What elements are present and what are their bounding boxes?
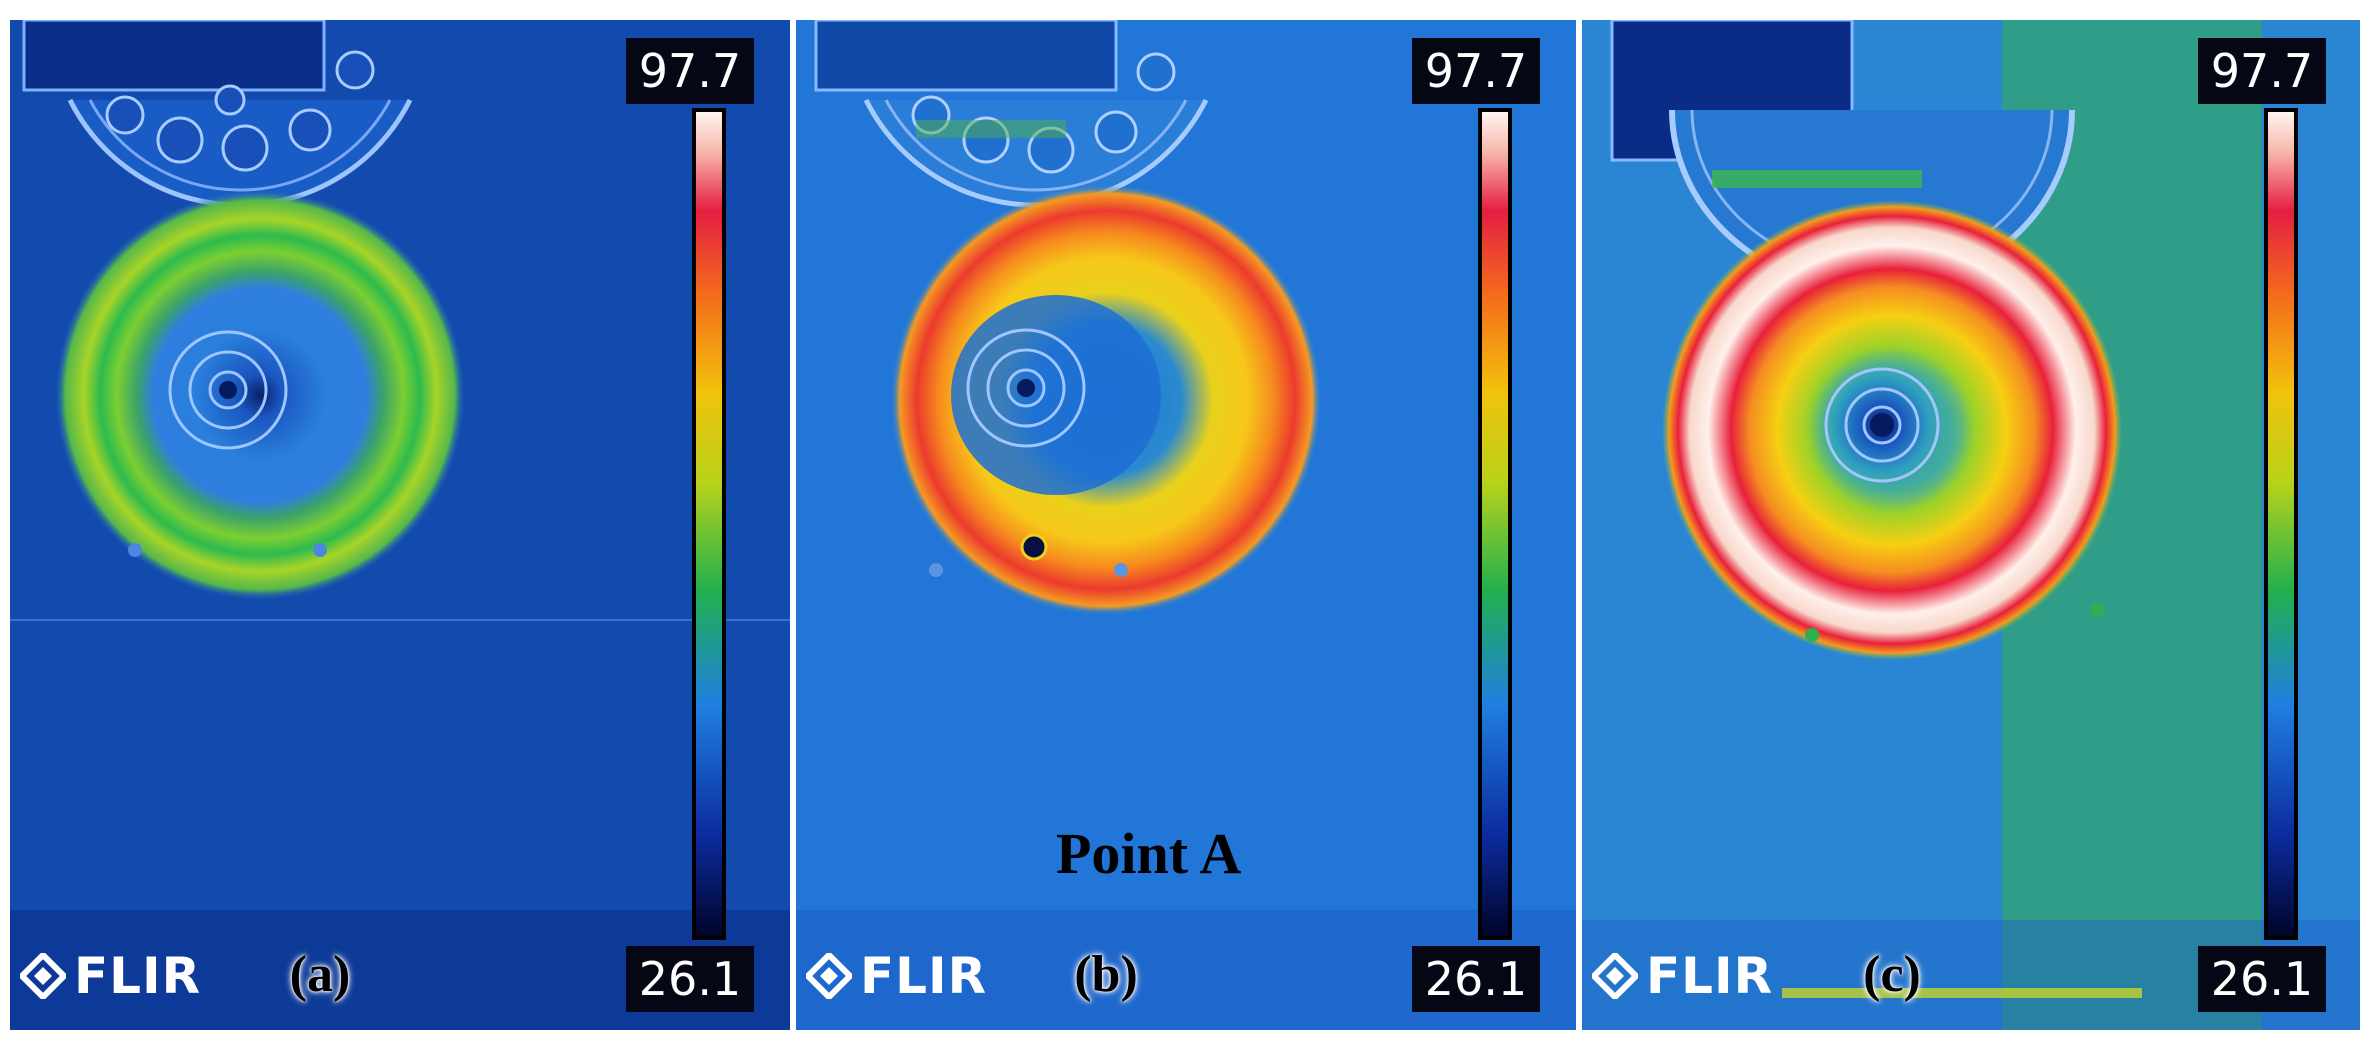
flir-wordmark: FLIR [860,947,988,1005]
point-a-label: Point A [1056,821,1242,886]
temperature-scale-bar [692,108,726,940]
panel-caption: (a) [289,946,351,1003]
thermal-panel-a: 97.7 26.1 FLIR (a) [10,20,790,1030]
thermal-image-b [796,20,1576,1030]
scale-min-value: 26.1 [1412,946,1540,1012]
scale-max-value: 97.7 [626,38,754,104]
thermal-image-a [10,20,790,1030]
thermal-panel-b: 97.7 26.1 Point A FLIR (b) [796,20,1576,1030]
flir-logo: FLIR [1592,947,1774,1005]
thermal-image-c [1582,20,2360,1030]
panel-caption: (b) [1074,946,1138,1003]
scale-max-value: 97.7 [2198,38,2326,104]
point-a-marker [1020,533,1048,561]
scale-min-value: 26.1 [2198,946,2326,1012]
flir-diamond-icon [1592,953,1638,999]
flir-diamond-icon [806,953,852,999]
temperature-scale-bar [2264,108,2298,940]
scale-min-value: 26.1 [626,946,754,1012]
flir-logo: FLIR [806,947,988,1005]
flir-logo: FLIR [20,947,202,1005]
flir-wordmark: FLIR [74,947,202,1005]
temperature-scale-bar [1478,108,1512,940]
panel-caption: (c) [1863,946,1921,1003]
thermal-panel-c: 97.7 26.1 FLIR (c) [1582,20,2360,1030]
flir-diamond-icon [20,953,66,999]
flir-wordmark: FLIR [1646,947,1774,1005]
scale-max-value: 97.7 [1412,38,1540,104]
